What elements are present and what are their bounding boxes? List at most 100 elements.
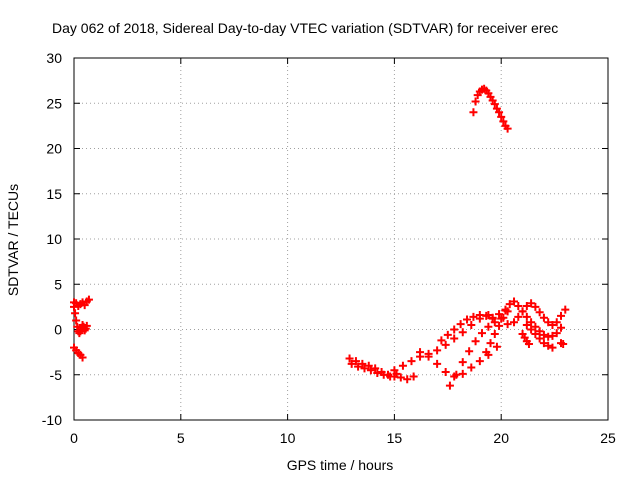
grid xyxy=(74,58,608,420)
data-point xyxy=(443,330,452,339)
data-point xyxy=(499,117,508,126)
series-arc-j xyxy=(445,314,512,390)
y-tick-label: 15 xyxy=(46,186,62,202)
data-point xyxy=(424,352,433,361)
data-point xyxy=(535,327,544,336)
data-point xyxy=(557,323,566,332)
series-arc-f xyxy=(347,359,401,381)
data-point xyxy=(458,358,467,367)
data-point xyxy=(501,305,510,314)
data-point xyxy=(557,311,566,320)
data-point xyxy=(379,370,388,379)
data-point xyxy=(522,312,531,321)
data-point xyxy=(360,364,369,373)
data-point xyxy=(527,299,536,308)
data-point xyxy=(469,108,478,117)
data-point xyxy=(518,307,527,316)
data-points xyxy=(70,84,570,390)
data-point xyxy=(514,301,523,310)
data-point xyxy=(72,316,81,325)
data-point xyxy=(84,295,93,304)
data-point xyxy=(456,320,465,329)
data-point xyxy=(82,321,91,330)
data-point xyxy=(354,362,363,371)
data-point xyxy=(552,318,561,327)
data-point xyxy=(531,302,540,311)
data-point xyxy=(364,361,373,370)
data-point xyxy=(463,315,472,324)
x-tick-label: 15 xyxy=(387,430,403,446)
data-point xyxy=(471,337,480,346)
x-tick-label: 5 xyxy=(177,430,185,446)
data-point xyxy=(539,330,548,339)
data-point xyxy=(531,330,540,339)
data-point xyxy=(514,312,523,321)
data-point xyxy=(524,339,533,348)
data-point xyxy=(373,368,382,377)
data-point xyxy=(531,322,540,331)
data-point xyxy=(544,341,553,350)
series-arc-n xyxy=(522,320,557,352)
series-arc-c xyxy=(70,343,87,362)
data-point xyxy=(535,334,544,343)
series-arc-e xyxy=(345,354,418,384)
data-point xyxy=(495,108,504,117)
data-point xyxy=(539,339,548,348)
data-point xyxy=(548,331,557,340)
data-point xyxy=(559,339,568,348)
data-point xyxy=(505,300,514,309)
data-point xyxy=(497,112,506,121)
data-point xyxy=(527,318,536,327)
series-arc-m xyxy=(510,299,570,329)
data-point xyxy=(452,370,461,379)
data-point xyxy=(437,336,446,345)
data-point xyxy=(490,100,499,109)
data-point xyxy=(544,318,553,327)
data-point xyxy=(433,359,442,368)
data-point xyxy=(552,329,561,338)
data-point xyxy=(503,124,512,133)
data-point xyxy=(409,372,418,381)
data-point xyxy=(441,368,450,377)
data-point xyxy=(366,366,375,375)
data-point xyxy=(390,366,399,375)
data-point xyxy=(467,363,476,372)
series-arc-d xyxy=(469,84,512,133)
data-point xyxy=(441,340,450,349)
data-point xyxy=(484,322,493,331)
data-point xyxy=(488,313,497,322)
data-point xyxy=(445,381,454,390)
data-point xyxy=(490,330,499,339)
data-point xyxy=(510,297,519,306)
x-tick-label: 25 xyxy=(600,430,616,446)
y-tick-label: 5 xyxy=(54,276,62,292)
data-point xyxy=(490,318,499,327)
data-point xyxy=(71,309,80,318)
y-tick-label: 20 xyxy=(46,141,62,157)
data-point xyxy=(477,329,486,338)
data-point xyxy=(396,373,405,382)
data-point xyxy=(450,334,459,343)
data-point xyxy=(407,357,416,366)
axis-tick-labels: 0 5 10 15 20 25 -10 -5 0 5 10 15 20 25 30 xyxy=(42,50,616,446)
data-point xyxy=(548,343,557,352)
data-point xyxy=(469,312,478,321)
data-point xyxy=(386,372,395,381)
data-point xyxy=(561,305,570,314)
data-point xyxy=(495,310,504,319)
data-point xyxy=(433,346,442,355)
data-point xyxy=(471,97,480,106)
data-point xyxy=(522,301,531,310)
y-tick-label: 30 xyxy=(46,50,62,66)
data-point xyxy=(351,357,360,366)
data-point xyxy=(78,353,87,362)
x-tick-label: 20 xyxy=(493,430,509,446)
data-point xyxy=(371,364,380,373)
data-point xyxy=(522,320,531,329)
data-point xyxy=(482,348,491,357)
x-tick-label: 0 xyxy=(70,430,78,446)
y-tick-label: -10 xyxy=(42,412,62,428)
y-tick-label: 10 xyxy=(46,231,62,247)
data-point xyxy=(492,342,501,351)
